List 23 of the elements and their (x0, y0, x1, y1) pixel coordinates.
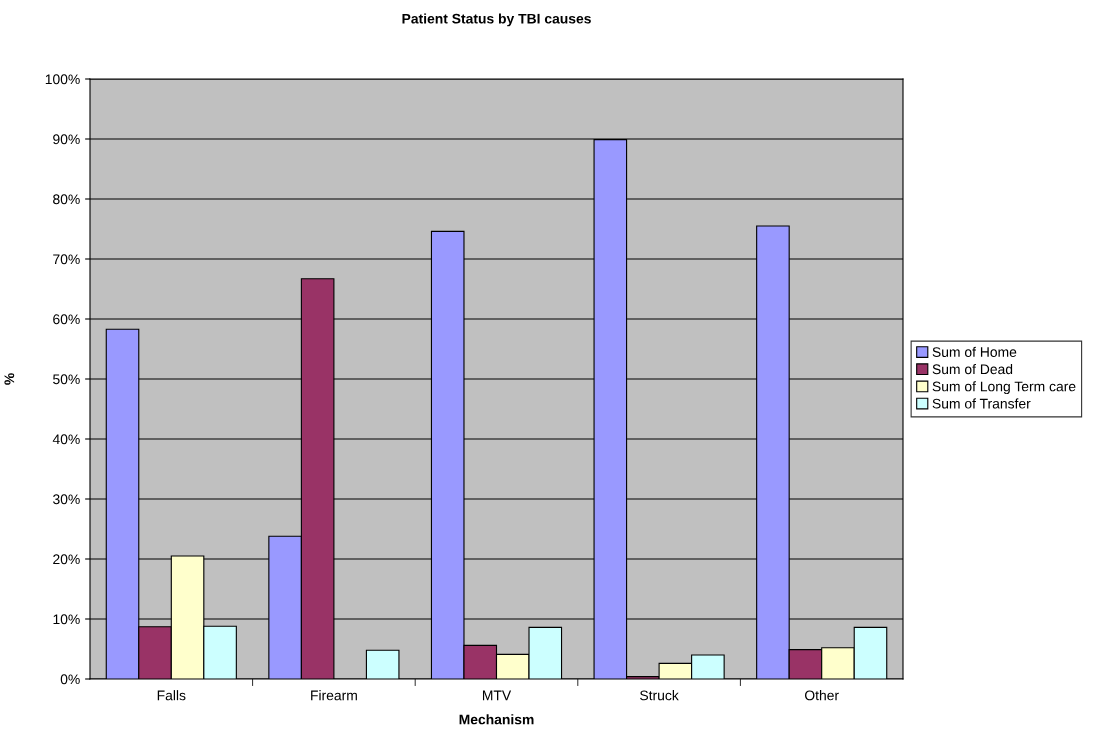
y-tick-label: 100% (45, 74, 80, 85)
y-axis-title: % (4, 373, 15, 385)
x-tick-label: MTV (482, 690, 512, 701)
y-tick-label: 90% (53, 134, 80, 145)
legend-label: Sum of Dead (932, 363, 1013, 375)
chart-title: Patient Status by TBI causes (402, 13, 591, 27)
y-tick-label: 20% (53, 554, 80, 565)
y-tick-label: 30% (53, 494, 80, 505)
x-axis-title: Mechanism (459, 714, 534, 725)
legend-label: Sum of Transfer (932, 398, 1031, 409)
x-tick-label: Struck (640, 690, 679, 701)
y-tick-label: 80% (53, 194, 80, 205)
x-tick-label: Other (804, 690, 839, 701)
legend-label: Sum of Long Term care (932, 381, 1076, 395)
legend-label: Sum of Home (932, 346, 1017, 357)
x-tick-label: Firearm (311, 690, 357, 701)
y-tick-label: 50% (53, 374, 80, 385)
y-tick-label: 40% (52, 434, 80, 445)
y-tick-label: 60% (53, 314, 80, 325)
x-tick-label: Falls (157, 690, 186, 701)
y-tick-label: 0% (60, 674, 80, 685)
y-tick-label: 70% (53, 254, 80, 265)
y-tick-label: 10% (53, 614, 80, 625)
